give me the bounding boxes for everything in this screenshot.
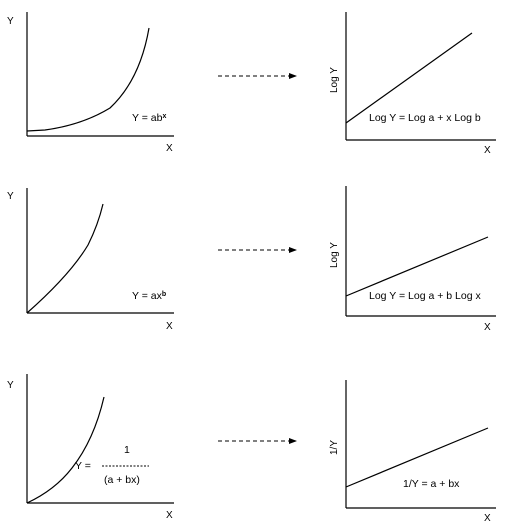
- equation-superscript: b: [162, 291, 166, 298]
- y-axis-label: Y: [7, 16, 14, 27]
- equation-superscript: x: [162, 113, 166, 120]
- linear-line: [345, 427, 489, 488]
- row-2: Y X Y = axb Log Y X Log Y = Log a + b Lo…: [7, 186, 496, 333]
- x-axis-label: X: [484, 145, 491, 156]
- equation-denominator: (a + bx): [104, 474, 140, 486]
- linear-line: [345, 32, 473, 124]
- equation-lhs: Y =: [75, 460, 91, 472]
- exponential-curve: [26, 27, 150, 132]
- equation-base: Y = ax: [132, 290, 163, 302]
- row-3-right-graph: 1/Y X 1/Y = a + bx: [329, 380, 496, 524]
- power-curve: [26, 203, 104, 314]
- row-1-left-graph: Y X Y = abx: [7, 12, 174, 154]
- y-axis-label: Y: [7, 191, 14, 202]
- y-axis-label: Y: [7, 380, 14, 391]
- row-3: Y X Y = 1 (a + bx) 1/Y X 1/Y = a + bx: [7, 374, 496, 524]
- row-3-left-graph: Y X Y = 1 (a + bx): [7, 374, 174, 521]
- x-axis-label: X: [166, 510, 173, 521]
- x-axis-label: X: [166, 321, 173, 332]
- row-2-left-graph: Y X Y = axb: [7, 188, 174, 332]
- row-2-right-graph: Log Y X Log Y = Log a + b Log x: [329, 186, 496, 333]
- y-axis-label: 1/Y: [329, 440, 340, 455]
- x-axis-label: X: [166, 143, 173, 154]
- equation-numerator: 1: [124, 444, 130, 456]
- equation-label: Log Y = Log a + x Log b: [369, 112, 481, 124]
- reciprocal-curve: [26, 396, 105, 504]
- equation-base: Y = ab: [132, 112, 163, 124]
- equation-label: 1/Y = a + bx: [403, 478, 460, 490]
- y-axis-label: Log Y: [329, 242, 340, 268]
- row-1: Y X Y = abx Log Y X Log Y = Log a + x Lo…: [7, 12, 496, 156]
- x-axis-label: X: [484, 513, 491, 524]
- row-1-right-graph: Log Y X Log Y = Log a + x Log b: [329, 12, 496, 156]
- linear-line: [345, 236, 489, 297]
- y-axis-label: Log Y: [329, 67, 340, 93]
- x-axis-label: X: [484, 322, 491, 333]
- equation-label: Log Y = Log a + b Log x: [369, 290, 481, 302]
- equation-label: Y = abx: [132, 112, 166, 124]
- equation-label: Y = axb: [132, 290, 166, 302]
